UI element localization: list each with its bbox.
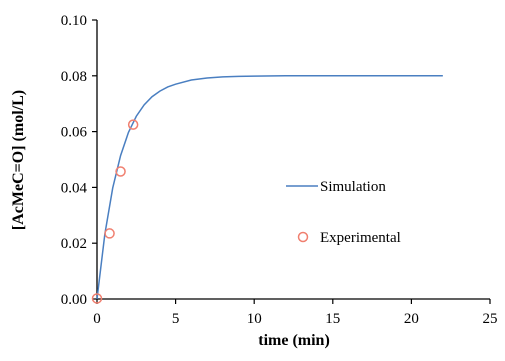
y-tick-label: 0.04	[61, 180, 88, 196]
experimental-point	[91, 293, 103, 304]
experimental-point	[127, 119, 139, 130]
x-tick-label: 0	[93, 311, 101, 327]
legend-experimental-label: Experimental	[320, 230, 401, 246]
y-tick-label: 0.06	[61, 125, 88, 141]
x-tick-label: 25	[483, 311, 498, 327]
simulation-series-line	[96, 75, 443, 300]
x-tick-label: 5	[172, 311, 180, 327]
y-axis-title: [AcMeC=O] (mol/L)	[10, 90, 27, 230]
experimental-point	[104, 228, 115, 239]
experimental-series-points	[91, 119, 139, 304]
experimental-point	[115, 166, 126, 177]
x-axis-title: time (min)	[258, 332, 330, 349]
y-tick-label: 0.10	[61, 13, 87, 29]
legend-simulation-label: Simulation	[320, 179, 386, 195]
y-tick-label: 0.00	[61, 292, 87, 308]
legend: Simulation Experimental	[286, 179, 401, 246]
y-tick-label: 0.02	[61, 236, 87, 252]
x-tick-label: 20	[404, 311, 419, 327]
x-ticks: 0 5 10 15 20 25	[93, 299, 498, 327]
y-tick-label: 0.08	[61, 69, 87, 85]
legend-experimental-swatch	[297, 231, 309, 243]
axes	[96, 20, 490, 300]
x-tick-label: 15	[325, 311, 340, 327]
y-ticks: 0.00 0.02 0.04 0.06 0.08 0.10	[61, 13, 97, 308]
x-tick-label: 10	[247, 311, 262, 327]
